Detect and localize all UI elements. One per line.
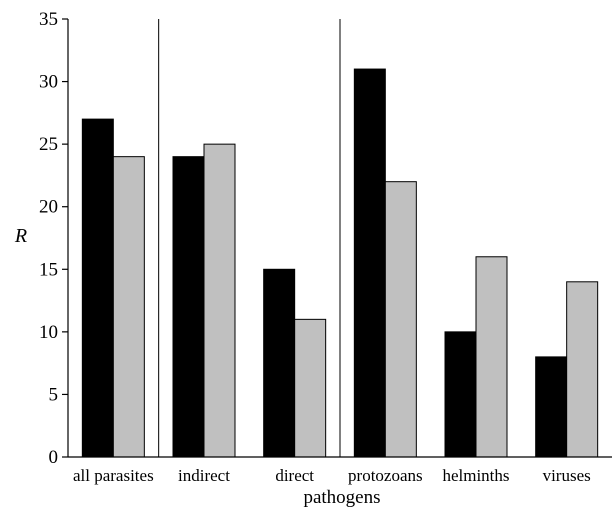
x-tick-label: all parasites — [73, 466, 154, 485]
bar-indirect-series-2 — [203, 143, 236, 458]
x-tick-label: viruses — [543, 466, 591, 485]
y-tick-label: 35 — [39, 9, 58, 30]
x-tick-label: direct — [275, 466, 314, 485]
bar-protozoans-series-1 — [353, 68, 386, 458]
bar-viruses-series-1 — [535, 356, 568, 458]
y-tick-label: 20 — [39, 197, 58, 218]
bar-all-parasites-series-1 — [81, 118, 114, 458]
y-tick-label: 0 — [49, 447, 59, 468]
bar-protozoans-series-2 — [384, 181, 417, 458]
y-tick-label: 15 — [39, 259, 58, 280]
x-tick-label: helminths — [442, 466, 509, 485]
bar-viruses-series-2 — [566, 281, 599, 458]
group-separators — [158, 19, 341, 457]
x-tick-label: indirect — [178, 466, 230, 485]
x-axis-title: pathogens — [303, 487, 380, 508]
labels-layer: all parasites indirect direct protozoans hel… — [39, 9, 591, 485]
bar-all-parasites-series-2 — [112, 156, 145, 458]
bar-helminths-series-2 — [475, 256, 508, 458]
y-tick-label: 10 — [39, 322, 58, 343]
bar-direct-series-2 — [294, 318, 327, 458]
y-tick-label: 30 — [39, 72, 58, 93]
y-axis-title: R — [14, 225, 27, 247]
y-tick-label: 5 — [49, 384, 59, 405]
x-tick-label: protozoans — [348, 466, 423, 485]
bars-layer — [81, 68, 599, 458]
bar-direct-series-1 — [263, 268, 296, 458]
axes-layer — [62, 18, 612, 458]
y-tick-label: 25 — [39, 134, 58, 155]
bar-indirect-series-1 — [172, 156, 205, 458]
bar-helminths-series-1 — [444, 331, 477, 458]
